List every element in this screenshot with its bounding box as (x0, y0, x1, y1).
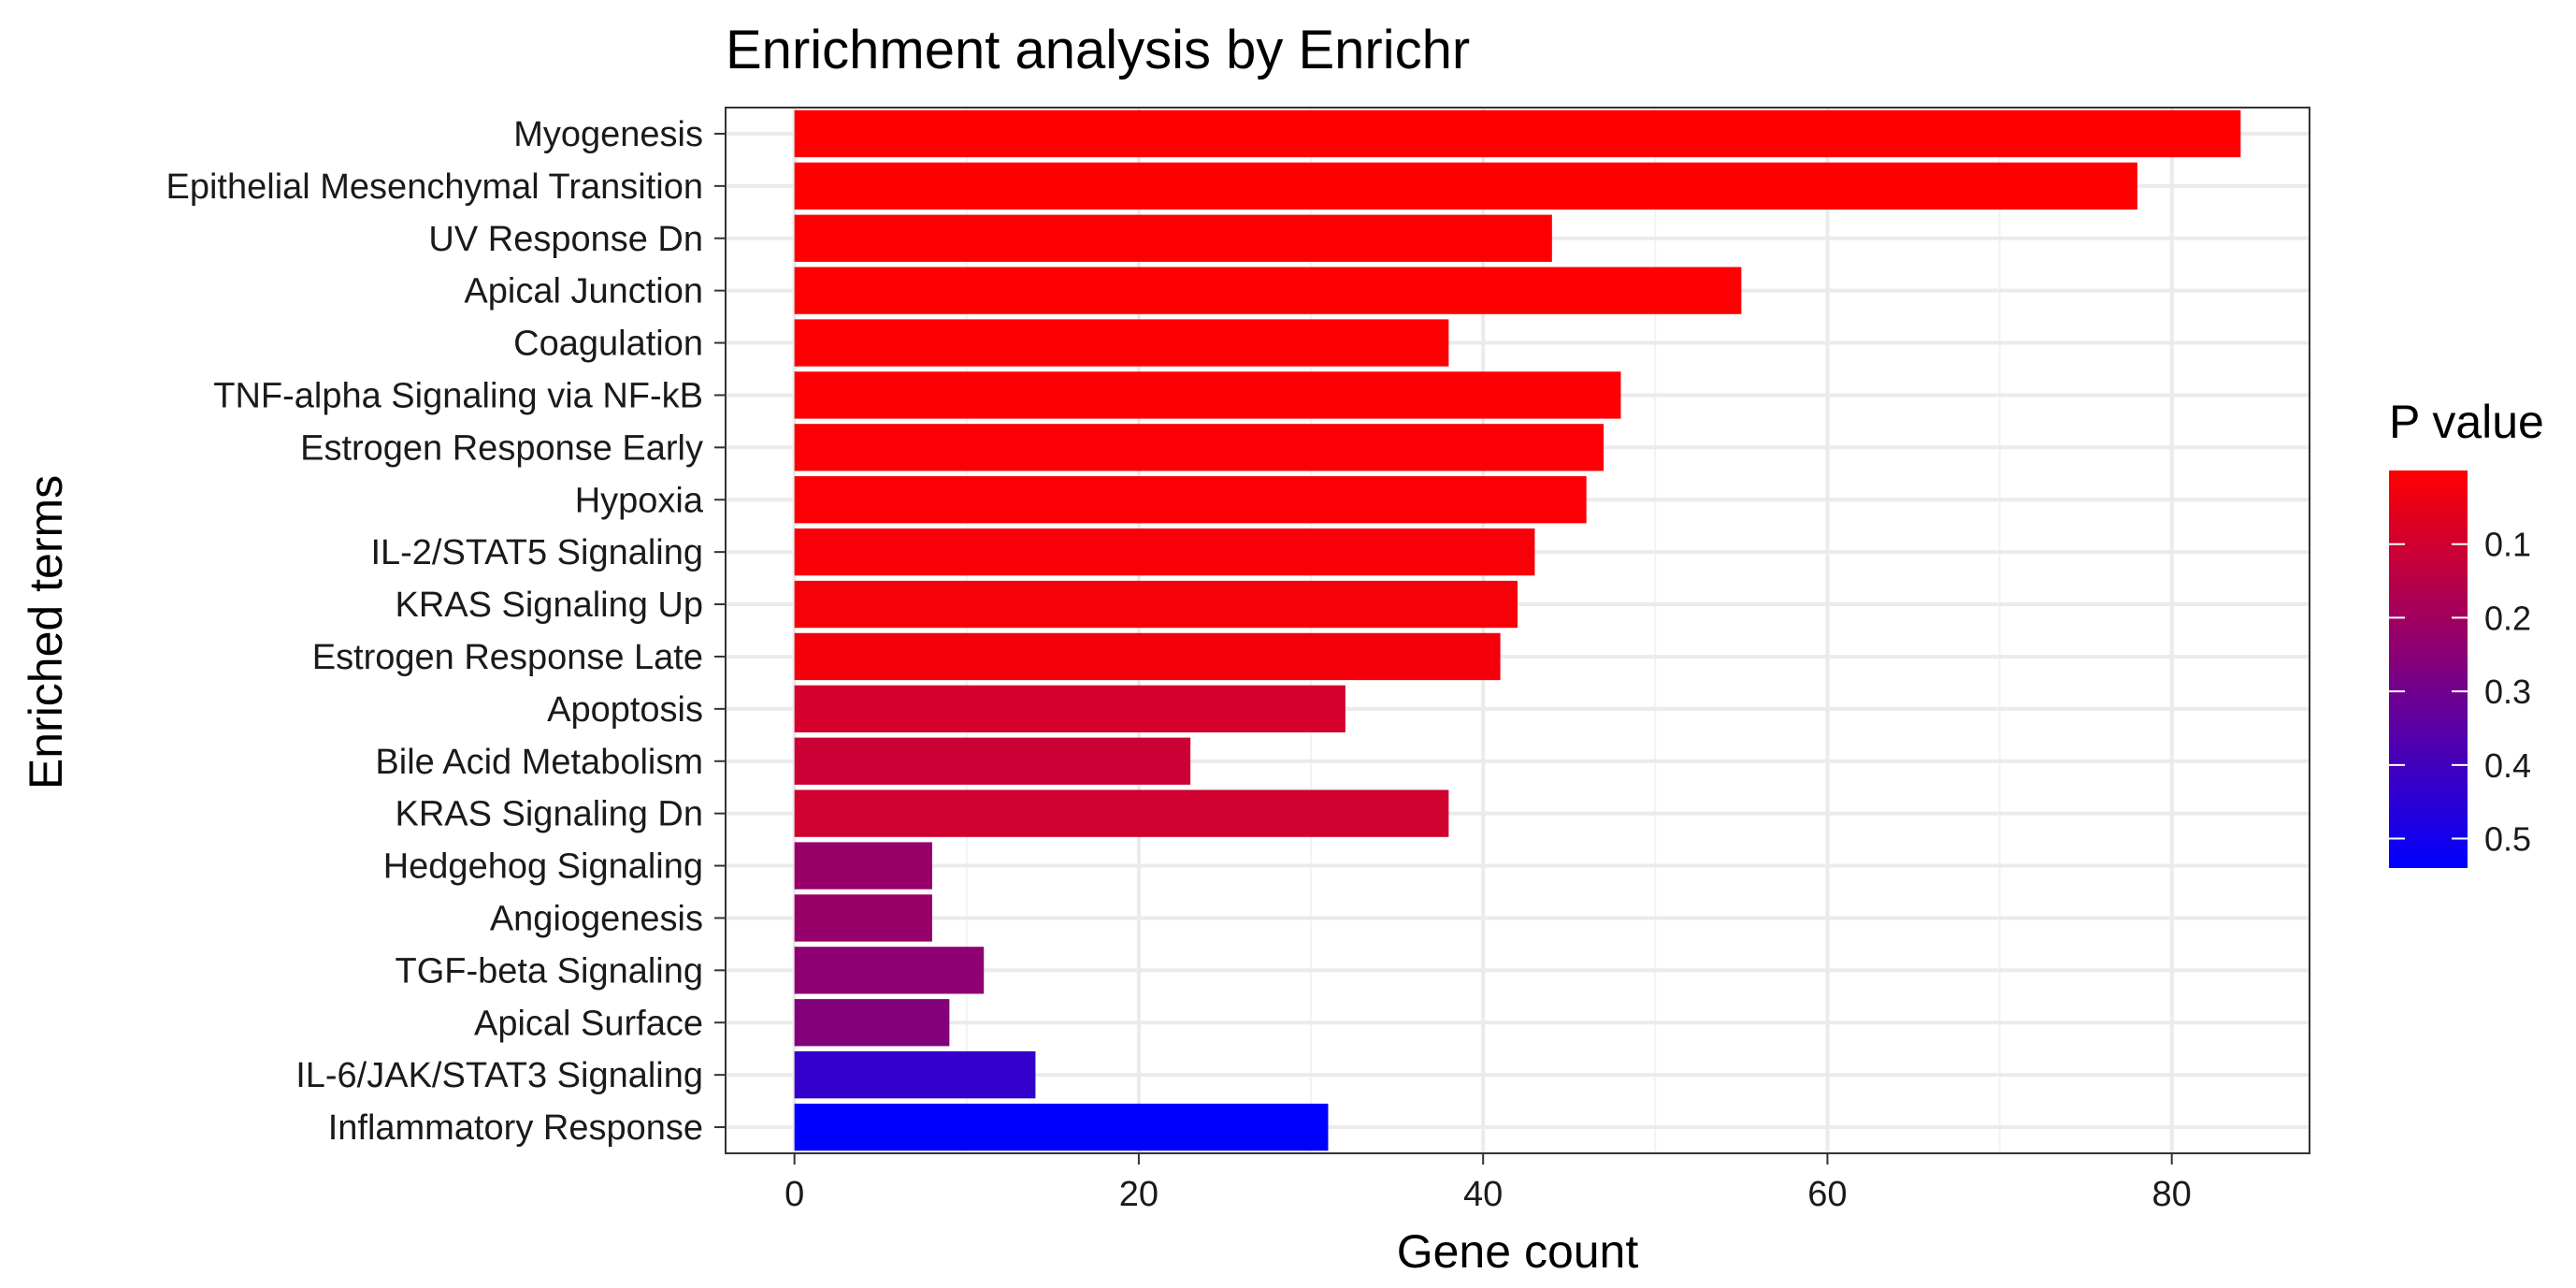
y-tick-label: Apical Surface (474, 1004, 703, 1043)
bar (794, 1103, 1329, 1151)
y-axis-title: Enriched terms (20, 475, 72, 789)
bar (794, 947, 985, 994)
plot-panel (725, 107, 2310, 1154)
bar (794, 214, 1552, 262)
y-tick-label: Myogenesis (513, 115, 703, 154)
legend-color-bar (2389, 470, 2468, 868)
x-tick-label: 0 (784, 1175, 804, 1214)
x-tick-label: 40 (1463, 1175, 1503, 1214)
bar (794, 685, 1346, 733)
legend-tick-label: 0.1 (2484, 526, 2531, 564)
bar (794, 789, 1449, 837)
bar (794, 476, 1587, 524)
x-axis-title: Gene count (1397, 1225, 1639, 1278)
y-tick-label: TGF-beta Signaling (396, 951, 704, 991)
bar (794, 371, 1621, 419)
bar (794, 1050, 1036, 1099)
y-tick-label: Estrogen Response Late (312, 638, 703, 677)
bar (794, 737, 1191, 785)
y-tick-label: Apoptosis (547, 690, 703, 730)
bar (794, 632, 1501, 681)
bars (794, 109, 2241, 1151)
y-tick-label: IL-6/JAK/STAT3 Signaling (295, 1056, 703, 1095)
panel-border (725, 107, 2310, 1154)
bar (794, 894, 932, 942)
panel-background (726, 108, 2310, 1153)
bar (794, 528, 1535, 576)
bar (794, 424, 1605, 471)
y-tick-label: Hypoxia (575, 481, 704, 520)
y-axis: Myogenesis Epithelial Mesenchymal Transit… (166, 115, 726, 1148)
y-tick-label: Estrogen Response Early (300, 428, 703, 468)
bar (794, 109, 2241, 158)
legend-ticks: 0.1 0.2 0.3 0.4 0.5 (2389, 526, 2531, 859)
bar (794, 319, 1449, 367)
legend-tick-label: 0.2 (2484, 599, 2531, 637)
bar (794, 999, 950, 1047)
bar (794, 162, 2137, 210)
x-tick-label: 20 (1119, 1175, 1158, 1214)
y-tick-label: Apical Junction (464, 272, 703, 311)
p-value-legend: P value 0.1 0.2 0.3 0.4 0.5 (2389, 396, 2544, 868)
y-tick-label: Hedgehog Signaling (383, 847, 703, 887)
y-tick-label: Inflammatory Response (328, 1108, 703, 1148)
y-tick-label: KRAS Signaling Up (395, 586, 703, 625)
x-tick-label: 60 (1807, 1175, 1847, 1214)
legend-tick-label: 0.4 (2484, 746, 2531, 785)
bar (794, 580, 1518, 629)
x-tick-label: 80 (2152, 1175, 2192, 1214)
legend-title: P value (2389, 396, 2544, 448)
bar (794, 267, 1742, 314)
y-tick-label: Epithelial Mesenchymal Transition (166, 167, 704, 207)
y-tick-label: IL-2/STAT5 Signaling (370, 533, 703, 572)
y-tick-label: TNF-alpha Signaling via NF-kB (213, 376, 703, 415)
y-tick-label: Angiogenesis (490, 899, 703, 938)
y-tick-label: KRAS Signaling Dn (395, 795, 703, 834)
chart-title: Enrichment analysis by Enrichr (726, 20, 1470, 80)
legend-tick-label: 0.3 (2484, 673, 2531, 711)
legend-tick-label: 0.5 (2484, 820, 2531, 859)
y-tick-label: Bile Acid Metabolism (375, 743, 703, 782)
y-tick-label: UV Response Dn (428, 220, 703, 259)
y-tick-label: Coagulation (513, 325, 703, 364)
bar (794, 842, 932, 890)
x-axis: 0 20 40 60 80 (784, 1153, 2192, 1214)
